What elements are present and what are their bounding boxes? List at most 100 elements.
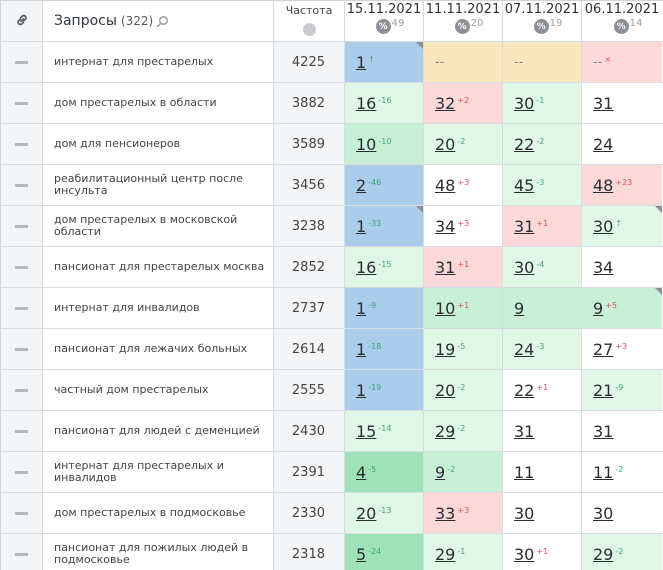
position-cell[interactable]: 1 -33	[345, 206, 424, 246]
position-cell[interactable]: 1 ↑	[345, 42, 424, 82]
position-cell[interactable]: 9 +5	[582, 288, 662, 328]
position-cell[interactable]: 29 -2	[424, 411, 503, 451]
globe-icon[interactable]	[302, 23, 316, 36]
position-cell[interactable]: 29 -2	[582, 534, 662, 570]
position-value[interactable]: 48	[593, 175, 614, 195]
row-link-cell[interactable]	[0, 534, 43, 570]
no-url-icon[interactable]	[15, 142, 28, 146]
position-value[interactable]: 20	[435, 134, 456, 154]
row-link-cell[interactable]	[0, 288, 43, 328]
date-column-header[interactable]: 15.11.2021 % 49	[345, 1, 424, 41]
position-value[interactable]: 9	[593, 298, 604, 318]
no-url-icon[interactable]	[15, 388, 28, 392]
position-cell[interactable]: 27 +3	[582, 329, 662, 369]
position-value[interactable]: 15	[356, 421, 377, 441]
position-value[interactable]: 29	[593, 544, 614, 564]
position-cell[interactable]: 30 -4	[503, 247, 582, 287]
row-link-cell[interactable]	[0, 411, 43, 451]
position-value[interactable]: 20	[435, 380, 456, 400]
position-value[interactable]: 4	[356, 462, 367, 482]
row-link-cell[interactable]	[0, 83, 43, 123]
position-cell[interactable]: 10 +1	[424, 288, 503, 328]
no-url-icon[interactable]	[15, 429, 28, 433]
position-value[interactable]: 11	[514, 462, 535, 482]
position-cell[interactable]: 22 -2	[503, 124, 582, 164]
position-cell[interactable]: 30	[582, 493, 662, 533]
position-value[interactable]: 19	[435, 339, 456, 359]
position-value[interactable]: 24	[593, 134, 614, 154]
position-value[interactable]: 1	[356, 52, 367, 72]
position-value[interactable]: 30	[514, 93, 535, 113]
position-value[interactable]: 16	[356, 93, 377, 113]
no-url-icon[interactable]	[15, 347, 28, 351]
position-cell[interactable]: 5 -24	[345, 534, 424, 570]
position-cell[interactable]: 30	[503, 493, 582, 533]
position-value[interactable]: 45	[514, 175, 535, 195]
position-value[interactable]: 31	[593, 93, 614, 113]
position-value[interactable]: 29	[435, 421, 456, 441]
position-value[interactable]: 33	[435, 503, 456, 523]
position-cell[interactable]: 20 -2	[424, 124, 503, 164]
position-value[interactable]: 30	[514, 503, 535, 523]
no-url-icon[interactable]	[15, 265, 28, 269]
queries-column-header[interactable]: Запросы (322)	[43, 1, 274, 41]
no-url-icon[interactable]	[15, 101, 28, 105]
position-cell[interactable]: 48 +23	[582, 165, 662, 205]
position-cell[interactable]: 32 +2	[424, 83, 503, 123]
position-cell[interactable]: 29 -1	[424, 534, 503, 570]
position-cell[interactable]: 1 -19	[345, 370, 424, 410]
row-link-cell[interactable]	[0, 206, 43, 246]
row-link-cell[interactable]	[0, 165, 43, 205]
position-cell[interactable]: 33 +3	[424, 493, 503, 533]
position-value[interactable]: 31	[435, 257, 456, 277]
row-link-cell[interactable]	[0, 329, 43, 369]
position-cell[interactable]: 30 ↑	[582, 206, 662, 246]
position-value[interactable]: 30	[593, 503, 614, 523]
position-value[interactable]: 1	[356, 216, 367, 236]
no-url-icon[interactable]	[15, 183, 28, 187]
row-link-cell[interactable]	[0, 452, 43, 492]
position-cell[interactable]: 10 -10	[345, 124, 424, 164]
no-url-icon[interactable]	[15, 224, 28, 228]
no-url-icon[interactable]	[15, 470, 28, 474]
position-cell[interactable]: 24 -3	[503, 329, 582, 369]
position-cell[interactable]: 1 -18	[345, 329, 424, 369]
position-cell[interactable]: 19 -5	[424, 329, 503, 369]
row-link-cell[interactable]	[0, 247, 43, 287]
position-cell[interactable]: 9	[503, 288, 582, 328]
date-column-header[interactable]: 07.11.2021 % 19	[503, 1, 582, 41]
position-value[interactable]: 5	[356, 544, 367, 564]
position-value[interactable]: 30	[514, 257, 535, 277]
position-cell[interactable]: 34	[582, 247, 662, 287]
link-icon[interactable]	[15, 12, 29, 31]
position-value[interactable]: 31	[593, 421, 614, 441]
position-value[interactable]: 31	[514, 421, 535, 441]
position-value[interactable]: --	[435, 54, 445, 70]
position-cell[interactable]: --	[503, 42, 582, 82]
position-value[interactable]: --	[514, 54, 524, 70]
position-cell[interactable]: -- ×	[582, 42, 662, 82]
position-cell[interactable]: 16 -15	[345, 247, 424, 287]
row-link-cell[interactable]	[0, 370, 43, 410]
position-value[interactable]: 11	[593, 462, 614, 482]
position-cell[interactable]: 1 -9	[345, 288, 424, 328]
position-value[interactable]: 30	[514, 544, 535, 564]
position-value[interactable]: 31	[514, 216, 535, 236]
date-column-header[interactable]: 06.11.2021 % 14	[582, 1, 662, 41]
no-url-icon[interactable]	[15, 511, 28, 515]
position-value[interactable]: 9	[435, 462, 446, 482]
position-cell[interactable]: 48 +3	[424, 165, 503, 205]
position-cell[interactable]: 31	[582, 411, 662, 451]
date-column-header[interactable]: 11.11.2021 % 20	[424, 1, 503, 41]
position-value[interactable]: 48	[435, 175, 456, 195]
position-value[interactable]: 32	[435, 93, 456, 113]
position-cell[interactable]: 11	[503, 452, 582, 492]
position-value[interactable]: 21	[593, 380, 614, 400]
position-cell[interactable]: 34 +3	[424, 206, 503, 246]
position-cell[interactable]: 16 -16	[345, 83, 424, 123]
position-cell[interactable]: 22 +1	[503, 370, 582, 410]
position-value[interactable]: 27	[593, 339, 614, 359]
position-value[interactable]: 20	[356, 503, 377, 523]
position-value[interactable]: 1	[356, 380, 367, 400]
position-cell[interactable]: 30 -1	[503, 83, 582, 123]
